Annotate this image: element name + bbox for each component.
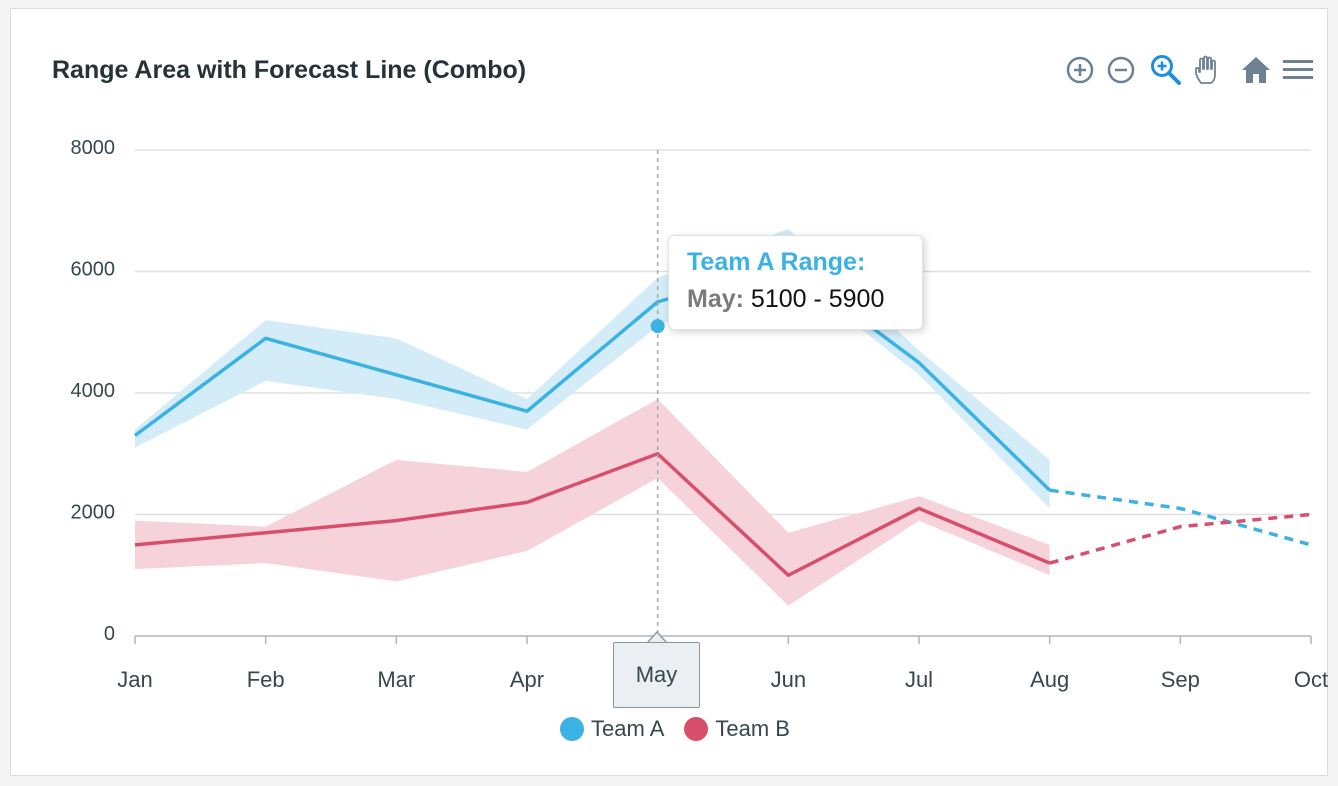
- legend-label-team-b: Team B: [715, 716, 790, 741]
- x-tick-label: Feb: [247, 667, 285, 692]
- x-tick-label: Jul: [905, 667, 933, 692]
- x-tick-label: Sep: [1161, 667, 1200, 692]
- x-tick-label: Oct: [1294, 667, 1328, 692]
- tooltip-title: Team A Range:: [687, 248, 866, 276]
- y-tick-label: 0: [104, 623, 115, 645]
- tooltip-label: May:: [687, 285, 744, 313]
- x-tick-label: Aug: [1030, 667, 1069, 692]
- x-tick-label: Jun: [771, 667, 806, 692]
- team-a-range-area: [135, 228, 1050, 509]
- legend-marker-team-b: [684, 717, 709, 741]
- team-b-forecast-line: [1049, 512, 1312, 565]
- y-tick-label: 4000: [71, 380, 116, 402]
- reset-home-icon[interactable]: [1238, 52, 1274, 88]
- team-a-line: [133, 263, 1051, 492]
- legend-marker-team-a: [560, 717, 584, 741]
- team-b-line: [134, 452, 1051, 577]
- y-tick-label: 6000: [71, 259, 116, 281]
- team-a-forecast-line: [1049, 488, 1312, 547]
- series-layer: [133, 150, 1312, 636]
- legend-item-team-b[interactable]: Team B: [684, 716, 790, 742]
- team-b-range-area: [135, 399, 1050, 606]
- x-tick-label: Apr: [510, 667, 544, 692]
- zoom-out-icon[interactable]: [1103, 52, 1139, 88]
- x-tick-label: Mar: [377, 667, 415, 692]
- legend-item-team-a[interactable]: Team A: [560, 716, 664, 742]
- hover-marker: [650, 319, 665, 334]
- x-tick-label: Jan: [117, 667, 152, 692]
- legend: Team A Team B: [560, 714, 810, 744]
- axis-layer: 0 2000 4000 6000 8000 Jan Feb Mar Apr Jun Jul Aug Se…: [71, 137, 1329, 692]
- menu-icon[interactable]: [1280, 52, 1316, 88]
- legend-label-team-a: Team A: [591, 716, 665, 741]
- tooltip: Team A Range: May: 5100 - 5900: [668, 235, 923, 330]
- tooltip-value: 5100 - 5900: [750, 285, 885, 313]
- y-tick-label: 2000: [71, 502, 116, 524]
- zoom-in-icon[interactable]: [1062, 52, 1098, 88]
- pan-hand-icon[interactable]: [1190, 52, 1226, 88]
- crosshair-x-label: May: [613, 642, 700, 708]
- selection-zoom-icon[interactable]: [1148, 52, 1184, 88]
- y-tick-label: 8000: [71, 137, 116, 159]
- chart-title: Range Area with Forecast Line (Combo): [52, 56, 527, 84]
